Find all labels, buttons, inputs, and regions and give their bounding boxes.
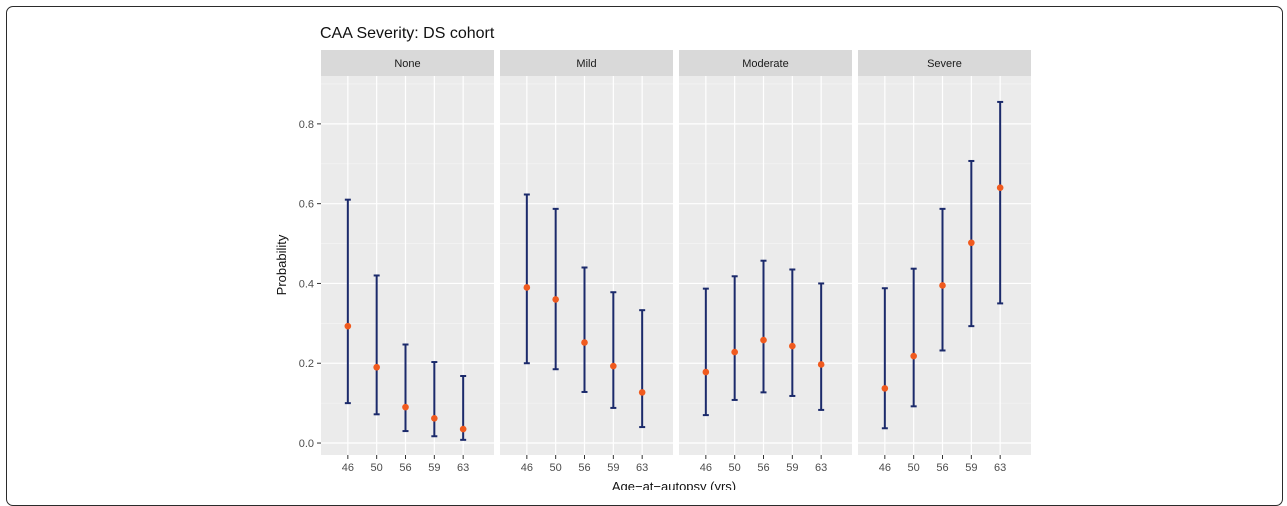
x-tick-label: 63 [457, 462, 469, 474]
facet-strip [500, 50, 673, 76]
y-tick-label: 0.4 [299, 278, 314, 290]
data-point [373, 363, 380, 371]
y-tick-label: 0.6 [299, 199, 314, 211]
facet-strip-label: None [394, 58, 420, 70]
x-tick-label: 56 [936, 462, 948, 474]
facet-none: None 46 50 56 59 63 [321, 50, 494, 474]
x-tick-label: 46 [521, 462, 533, 474]
y-tick-label: 0.2 [299, 358, 314, 370]
x-tick-label: 63 [636, 462, 648, 474]
error-bar [402, 343, 409, 433]
data-point [459, 425, 467, 433]
y-axis: 0.0 0.2 0.4 0.6 0.8 [299, 119, 321, 450]
data-point [552, 296, 559, 303]
facet-moderate: Moderate 46 50 56 59 63 [679, 50, 852, 474]
error-bar [610, 291, 617, 409]
y-axis-title: Probability [274, 234, 289, 295]
panel-background [858, 76, 1031, 455]
error-bar [552, 207, 559, 371]
data-point [881, 385, 889, 392]
y-tick-label: 0.8 [299, 119, 314, 131]
data-point [910, 352, 917, 360]
error-bar [939, 207, 946, 352]
facet-strip-label: Moderate [742, 58, 788, 70]
x-tick-label: 46 [700, 462, 712, 474]
data-point [581, 339, 588, 346]
x-tick-label: 46 [342, 462, 354, 474]
data-point [344, 322, 352, 330]
facet-strip-label: Severe [927, 58, 962, 70]
error-bar [881, 287, 888, 430]
x-tick-label: 56 [757, 462, 769, 474]
data-point [523, 284, 531, 291]
error-bar [639, 309, 646, 429]
facet-severe: Severe 46 50 56 59 63 [858, 50, 1031, 474]
error-bar [997, 100, 1004, 305]
error-bar [523, 193, 530, 365]
error-bar [731, 275, 738, 401]
x-tick-label: 50 [550, 462, 562, 474]
x-tick-label: 50 [908, 462, 920, 474]
error-bar [818, 282, 825, 411]
x-tick-label: 56 [399, 462, 411, 474]
panel-background [321, 76, 494, 455]
x-tick-label: 59 [607, 462, 619, 474]
x-tick-label: 56 [578, 462, 590, 474]
x-axis-title: Age−at−autopsy (yrs) [612, 479, 736, 490]
x-tick-label: 50 [371, 462, 383, 474]
x-tick-label: 63 [994, 462, 1006, 474]
error-bar [373, 274, 380, 416]
error-bar [760, 259, 767, 394]
data-point [702, 368, 710, 376]
x-tick-label: 46 [879, 462, 891, 474]
y-tick-label: 0.0 [299, 438, 314, 450]
facet-strip-label: Mild [576, 58, 596, 70]
data-point [431, 414, 438, 422]
error-bar [910, 267, 917, 408]
data-point [939, 282, 946, 289]
facet-panels: None 46 50 56 59 63 Mild 46 50 56 59 63 Moderate 46 50… [321, 50, 1031, 474]
facet-strip [679, 50, 852, 76]
facet-strip [321, 50, 494, 76]
error-bar [431, 361, 438, 438]
data-point [638, 389, 646, 396]
error-bar [789, 268, 796, 397]
data-point [996, 184, 1004, 192]
data-point [731, 348, 738, 356]
x-tick-label: 59 [786, 462, 798, 474]
error-bar [581, 266, 588, 393]
x-tick-label: 59 [428, 462, 440, 474]
x-tick-label: 59 [965, 462, 977, 474]
x-tick-label: 50 [729, 462, 741, 474]
data-point [610, 362, 617, 370]
chart-title: CAA Severity: DS cohort [320, 25, 495, 42]
data-point [968, 239, 975, 247]
facet-mild: Mild 46 50 56 59 63 [500, 50, 673, 474]
data-point [817, 361, 825, 368]
error-bar [344, 198, 351, 405]
data-point [760, 336, 767, 344]
x-tick-label: 63 [815, 462, 827, 474]
data-point [402, 403, 409, 411]
data-point [789, 342, 796, 350]
facet-strip [858, 50, 1031, 76]
error-bar [702, 287, 709, 417]
